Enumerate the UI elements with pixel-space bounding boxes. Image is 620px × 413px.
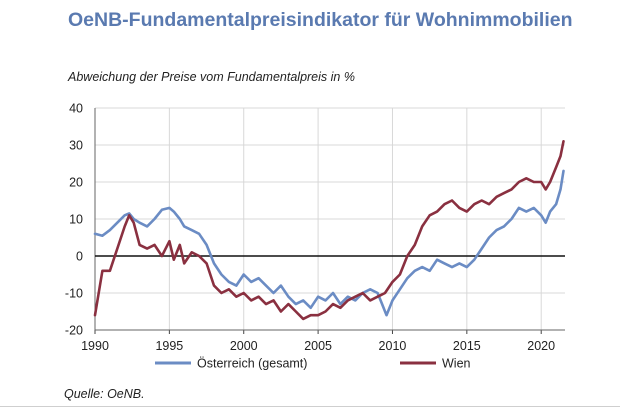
series-line-oesterreich <box>93 169 565 317</box>
source-note: Quelle: OeNB. <box>64 387 145 401</box>
y-tick-label: 30 <box>69 139 83 153</box>
y-tick-label: -20 <box>65 324 83 338</box>
y-tick-label: 20 <box>69 176 83 190</box>
chart-title: OeNB-Fundamentalpreisindikator für Wohni… <box>68 9 573 31</box>
x-tick-label: 1995 <box>155 339 183 353</box>
x-tick-label: 2000 <box>230 339 258 353</box>
legend-label: Wien <box>442 357 471 371</box>
x-tick-label: 2005 <box>304 339 332 353</box>
series-lines <box>93 140 565 321</box>
y-tick-label: 10 <box>69 213 83 227</box>
x-tick-label: 2015 <box>453 339 481 353</box>
x-tick-label: 2020 <box>527 339 555 353</box>
legend-label: Österreich (gesamt) <box>197 357 307 371</box>
x-tick-label: 1990 <box>81 339 109 353</box>
y-tick-label: -10 <box>65 287 83 301</box>
chart-subtitle: Abweichung der Preise vom Fundamentalpre… <box>68 70 355 84</box>
legend: Österreich (gesamt) Wien <box>155 357 471 371</box>
y-tick-label: 40 <box>69 102 83 116</box>
x-tick-label: 2010 <box>379 339 407 353</box>
y-tick-label: 0 <box>76 250 83 264</box>
series-line-wien <box>93 140 565 321</box>
bottom-divider <box>0 406 620 407</box>
